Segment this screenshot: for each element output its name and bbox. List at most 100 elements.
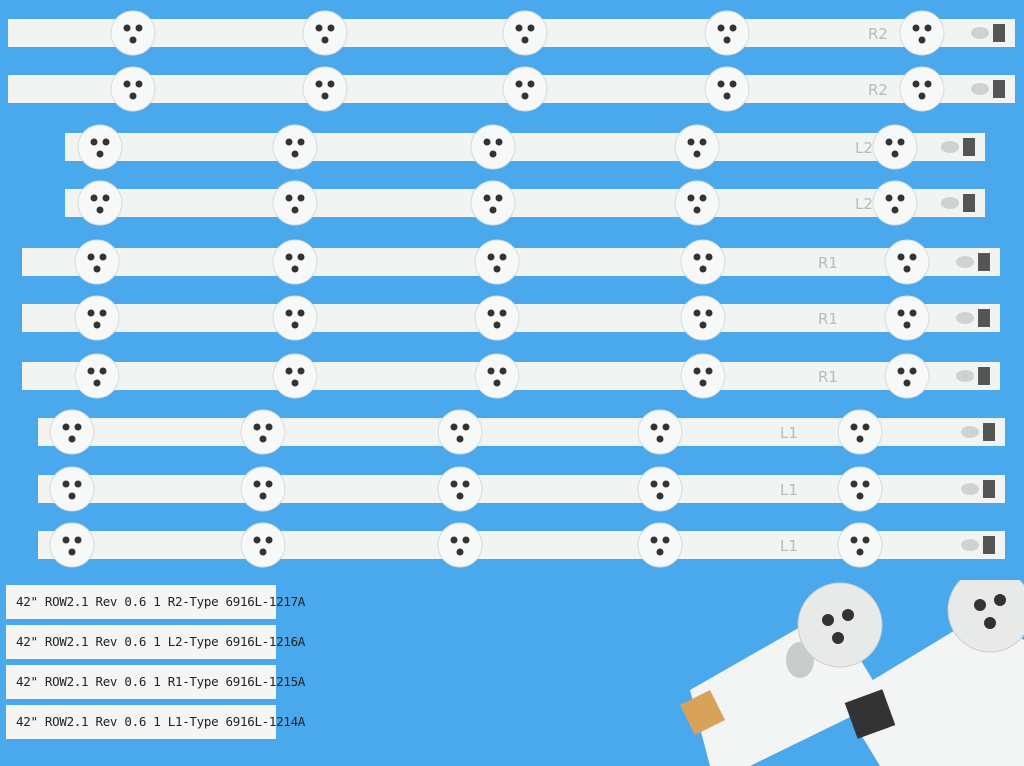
mount-hole [961,539,979,551]
led-lens [272,353,318,399]
led-lens [474,295,520,341]
led-strip-l1: L1 [38,409,1005,455]
connector [963,194,975,212]
led-lens [302,10,348,56]
mount-hole [941,197,959,209]
led-lens [110,66,156,112]
led-lens [272,124,318,170]
led-lens [77,124,123,170]
led-lens [899,10,945,56]
led-lens [837,409,883,455]
led-strip-r1: R1 [22,295,1000,341]
led-lens [680,353,726,399]
strip-type-label: R1 [818,310,838,328]
led-lens [240,466,286,512]
connector [983,423,995,441]
mount-hole [956,312,974,324]
mount-hole [956,256,974,268]
led-lens [110,10,156,56]
led-lens [680,295,726,341]
strip-type-label: R2 [868,25,888,43]
strip-type-label: L2 [855,195,873,213]
led-lens [680,239,726,285]
led-lens [637,409,683,455]
led-lens [899,66,945,112]
led-lens [884,295,930,341]
led-lens [49,409,95,455]
mount-hole [971,83,989,95]
strip-type-label: R1 [818,254,838,272]
led-strip-r1: R1 [22,353,1000,399]
strip-type-label: L1 [780,537,798,555]
led-lens [474,239,520,285]
led-lens [674,124,720,170]
strip-type-label: L1 [780,424,798,442]
led-lens [470,180,516,226]
strip-type-label: L1 [780,481,798,499]
led-lens [272,295,318,341]
mount-hole [941,141,959,153]
mount-hole [961,483,979,495]
led-lens [74,295,120,341]
led-strip-l2: L2 [65,124,985,170]
led-strip-r2: R2 [8,10,1015,56]
led-lens [474,353,520,399]
closeup-socket-end [840,580,1024,766]
connector [993,80,1005,98]
led-lens [502,66,548,112]
connector [993,24,1005,42]
led-lens [872,180,918,226]
connector [983,536,995,554]
led-lens [884,353,930,399]
led-lens [884,239,930,285]
mount-hole [961,426,979,438]
part-label-l2: 42" ROW2.1 Rev 0.6 1 L2-Type 6916L-1216A [6,625,305,659]
connector [983,480,995,498]
strip-board [65,189,985,217]
led-lens [872,124,918,170]
connector [978,253,990,271]
closeup-photos [680,580,1024,766]
mount-hole [971,27,989,39]
led-strip-l2: L2 [65,180,985,226]
led-lens [272,180,318,226]
led-lens [74,353,120,399]
strip-type-label: R2 [868,81,888,99]
led-strip-l1: L1 [38,522,1005,568]
led-strip-l1: L1 [38,466,1005,512]
strip-type-label: L2 [855,139,873,157]
led-lens [502,10,548,56]
part-label-l1: 42" ROW2.1 Rev 0.6 1 L1-Type 6916L-1214A [6,705,305,739]
led-lens [837,466,883,512]
led-lens [637,522,683,568]
part-label-r2: 42" ROW2.1 Rev 0.6 1 R2-Type 6916L-1217A [6,585,305,619]
led-lens [437,522,483,568]
led-strip-r1: R1 [22,239,1000,285]
strip-board [65,133,985,161]
led-lens [437,409,483,455]
mount-hole [956,370,974,382]
connector [963,138,975,156]
led-lens [272,239,318,285]
led-lens [49,522,95,568]
led-lens [837,522,883,568]
led-lens [74,239,120,285]
led-strip-r2: R2 [8,66,1015,112]
led-lens [77,180,123,226]
led-lens [704,66,750,112]
strip-type-label: R1 [818,368,838,386]
led-lens [437,466,483,512]
led-lens [240,522,286,568]
led-lens [674,180,720,226]
closeup-connector-end [680,582,885,766]
led-lens [704,10,750,56]
led-lens [240,409,286,455]
part-label-r1: 42" ROW2.1 Rev 0.6 1 R1-Type 6916L-1215A [6,665,305,699]
connector [978,309,990,327]
led-lens [470,124,516,170]
led-lens [302,66,348,112]
connector [978,367,990,385]
led-lens [49,466,95,512]
led-lens [637,466,683,512]
